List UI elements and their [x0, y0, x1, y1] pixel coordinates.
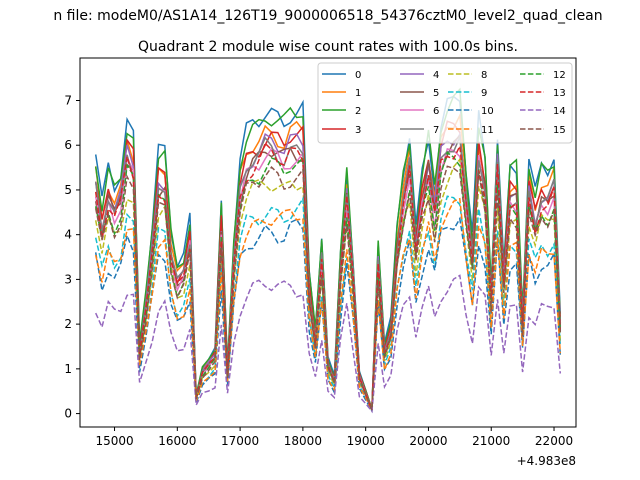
suptitle: n file: modeM0/AS1A14_126T19_9000006518_… — [53, 8, 602, 24]
y-tick-label: 4 — [64, 228, 72, 242]
legend-label: 2 — [355, 106, 361, 117]
series-line-14 — [95, 274, 562, 414]
x-tick-label: 17000 — [221, 434, 259, 448]
y-tick-label: 7 — [64, 93, 72, 107]
y-tick-label: 0 — [64, 407, 72, 421]
legend-label: 14 — [553, 106, 566, 117]
legend-label: 3 — [355, 125, 361, 136]
series-line-11 — [94, 197, 562, 414]
legend-label: 11 — [481, 125, 494, 136]
x-tick-label: 21000 — [472, 434, 510, 448]
x-axis: 15000 16000 17000 18000 19000 20000 21000 22000 — [95, 427, 573, 448]
y-tick-label: 2 — [64, 317, 72, 331]
legend-label: 0 — [355, 70, 361, 81]
y-tick-label: 6 — [64, 138, 72, 152]
x-tick-label: 22000 — [535, 434, 573, 448]
x-offset-label: +4.983e8 — [517, 454, 576, 468]
series-line-10 — [94, 216, 562, 414]
legend-label: 9 — [481, 88, 487, 99]
legend-label: 13 — [553, 88, 566, 99]
legend-label: 5 — [433, 88, 439, 99]
y-axis: 0 1 2 3 4 5 6 7 — [64, 93, 80, 421]
series-layer — [94, 87, 562, 414]
x-tick-label: 19000 — [347, 434, 385, 448]
series-line-15 — [94, 165, 562, 411]
y-tick-label: 1 — [64, 362, 72, 376]
x-tick-label: 15000 — [95, 434, 133, 448]
legend-label: 4 — [433, 70, 439, 81]
chart-title: Quadrant 2 module wise count rates with … — [138, 39, 518, 55]
x-tick-label: 16000 — [158, 434, 196, 448]
legend-label: 1 — [355, 88, 361, 99]
legend-label: 6 — [433, 106, 439, 117]
plot-frame — [79, 57, 577, 428]
legend-label: 15 — [553, 125, 566, 136]
y-tick-label: 5 — [64, 183, 72, 197]
x-tick-label: 20000 — [409, 434, 447, 448]
y-tick-label: 3 — [64, 272, 72, 286]
legend-label: 12 — [553, 70, 566, 81]
x-tick-label: 18000 — [284, 434, 322, 448]
legend-label: 10 — [481, 106, 494, 117]
legend-label: 8 — [481, 70, 487, 81]
legend-label: 7 — [433, 125, 439, 136]
legend-box — [317, 62, 573, 144]
